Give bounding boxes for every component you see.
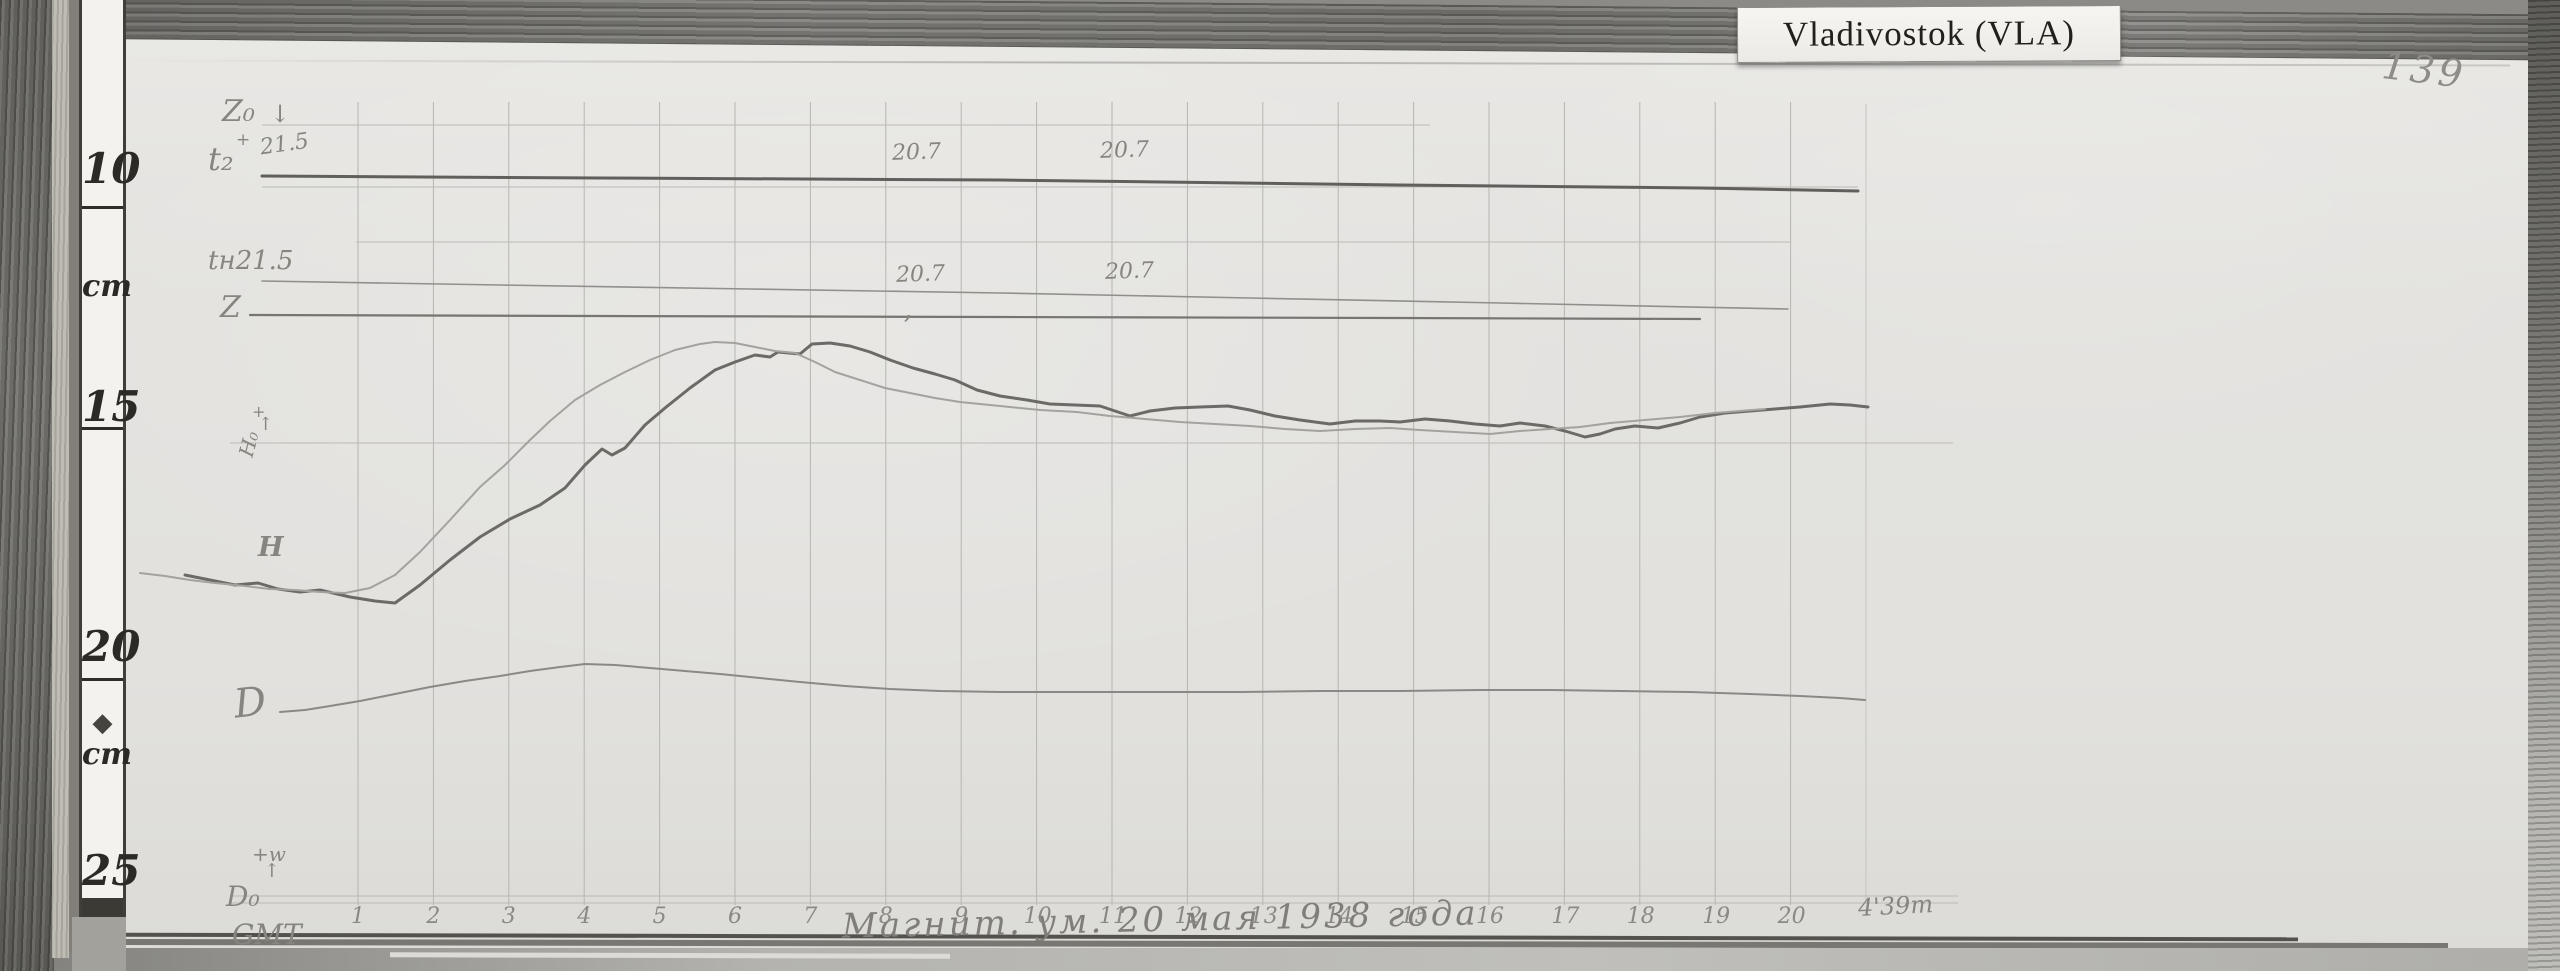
cm-ruler: 10 cm 15 20 ◆ cm 25: [52, 0, 141, 971]
hour-tick-label: 18: [1626, 904, 1655, 929]
trace-z_baseline: [248, 313, 1702, 321]
h-trace-label: H: [258, 532, 284, 563]
ruler-mark-10: 10: [82, 144, 141, 193]
d-trace-label: D: [231, 678, 269, 728]
hour-tick-label: 11: [1099, 904, 1127, 929]
hour-tick-label: 8: [878, 904, 893, 929]
temp-value: 20.7: [1104, 258, 1155, 285]
z0-baseline-label: Z₀: [222, 94, 255, 129]
gmt-label: GMT: [232, 918, 302, 951]
hour-tick-label: 6: [728, 904, 742, 929]
up-arrow-icon: ↑: [258, 414, 274, 435]
ruler-foot: [72, 917, 126, 971]
ruler-mark-20: 20: [82, 622, 141, 671]
station-sticker: Vladivostok (VLA): [1736, 4, 2122, 64]
d0-baseline-label: D₀: [226, 880, 260, 913]
ruler-mark-25: 25: [82, 846, 141, 895]
hour-tick-label: 15: [1400, 904, 1429, 929]
hour-tick-label: 12: [1174, 904, 1203, 929]
trace-tn_baseline: [261, 280, 1789, 310]
wood-table-right: [2528, 0, 2560, 971]
ruler-cm-label: cm: [82, 269, 133, 304]
trace-z_trace: [139, 341, 1766, 594]
temp-value: 20.7: [895, 261, 946, 288]
ruler-side-edge: [52, 0, 69, 958]
temp-value: 20.7: [1099, 137, 1150, 164]
hour-tick-label: 14: [1325, 904, 1354, 929]
ruler-cm-label: cm: [82, 737, 133, 772]
end-time-note: 4'39m: [1857, 890, 1934, 922]
ruler-shadow: [69, 0, 79, 952]
trace-d_trace: [279, 663, 1866, 713]
wood-table-left: [0, 0, 54, 971]
ruler-mark-15: 15: [82, 382, 141, 431]
hour-tick-label: 9: [954, 904, 969, 929]
down-arrow-icon: ↓: [270, 100, 291, 128]
up-arrow-icon: ↑: [264, 860, 280, 882]
plus-w-label: +w: [252, 842, 286, 866]
station-name: Vladivostok (VLA): [1782, 13, 2076, 54]
ruler-segment-line: [82, 206, 123, 209]
tn-trace-label: tн21.5: [208, 246, 294, 276]
hour-tick-label: 17: [1551, 904, 1580, 929]
hour-tick-label: 20: [1777, 904, 1806, 929]
ruler-segment-line: [82, 678, 123, 681]
trace-h_trace: [183, 341, 1870, 605]
hour-tick-label: 4: [577, 904, 592, 929]
ruler-segment-line: [82, 427, 123, 430]
z-baseline-label: Z: [220, 290, 241, 325]
hour-tick-label: 19: [1702, 904, 1731, 929]
hour-tick-label: 13: [1249, 904, 1278, 929]
hour-tick-label: 7: [803, 904, 818, 929]
pen-tick-mark: ʼ: [902, 310, 911, 343]
t2-trace-label: t₂: [208, 140, 234, 178]
temp-value: 20.7: [891, 139, 942, 166]
hour-tick-label: 3: [501, 904, 516, 929]
hour-tick-label: 2: [426, 904, 441, 929]
plus-sign-icon: +: [236, 130, 251, 150]
ruler-end-cap: [82, 898, 123, 917]
hour-tick-label: 5: [652, 904, 667, 929]
hour-tick-label: 10: [1023, 904, 1052, 929]
plus-sign-icon: +: [252, 402, 266, 421]
hour-tick-label: 16: [1476, 904, 1504, 929]
hour-tick-label: 1: [351, 904, 365, 929]
trace-t2_baseline: [260, 174, 1860, 193]
ruler-face: 10 cm 15 20 ◆ cm 25: [79, 0, 141, 917]
diamond-logo-icon: ◆: [92, 708, 113, 738]
